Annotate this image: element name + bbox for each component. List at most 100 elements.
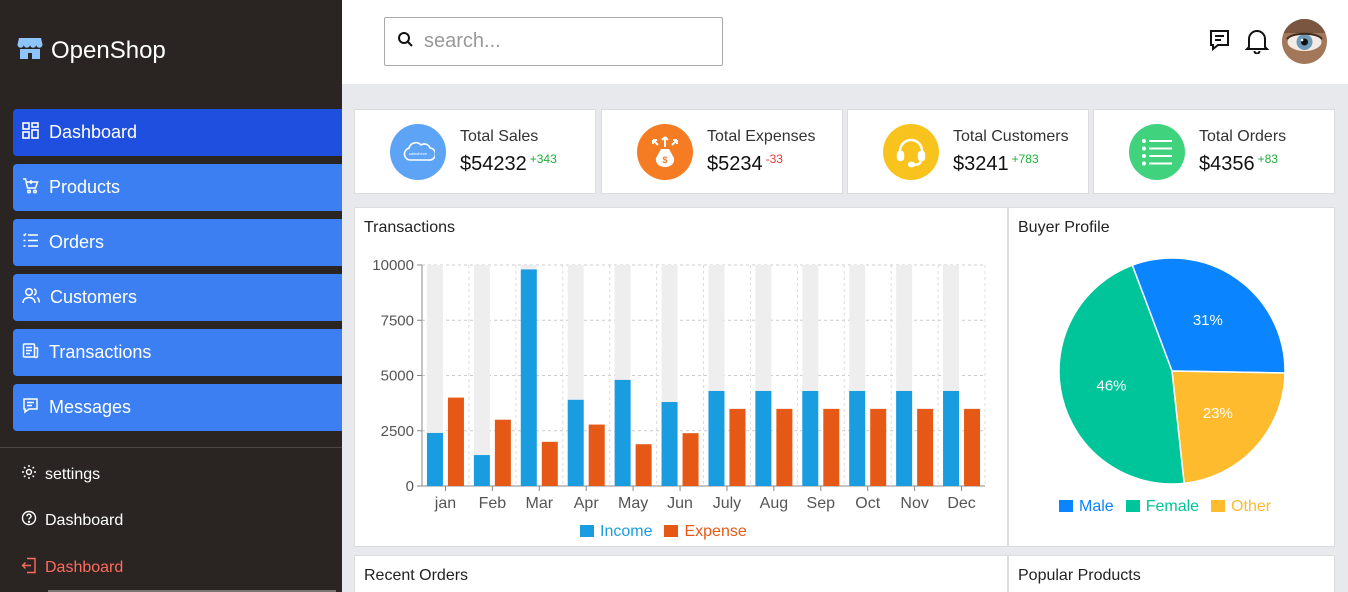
x-tick-label: May: [618, 495, 648, 512]
sidebar-item-messages[interactable]: Messages: [13, 384, 342, 431]
bar-expense: [682, 433, 699, 486]
list-icon: [1129, 124, 1185, 180]
bar-income: [661, 402, 678, 486]
bar-expense: [776, 408, 793, 486]
sidebar-link-logout[interactable]: Dashboard: [21, 557, 123, 579]
sidebar-item-dashboard[interactable]: Dashboard: [13, 109, 342, 156]
search-input[interactable]: [424, 30, 694, 53]
search-icon: [397, 31, 414, 53]
stat-amount: $4356: [1199, 153, 1255, 175]
search-box[interactable]: [384, 17, 723, 66]
sidebar-link-label: Dashboard: [45, 511, 124, 529]
x-tick-label: Sep: [807, 495, 836, 512]
stat-delta: -33: [765, 152, 783, 166]
y-tick-label: 0: [406, 478, 414, 495]
bar-expense: [870, 408, 887, 486]
bar-income: [614, 379, 631, 486]
legend-label: Female: [1145, 498, 1200, 515]
sidebar-nav: Dashboard Products Orders Customers Tran…: [13, 109, 342, 439]
sidebar-scrollbar[interactable]: [48, 590, 336, 592]
brand[interactable]: OpenShop: [17, 36, 166, 65]
money-bag-icon: $: [637, 124, 693, 180]
svg-text:salesforce: salesforce: [409, 151, 428, 156]
sidebar-item-label: Messages: [49, 397, 132, 417]
pie-slice-label: 46%: [1097, 377, 1127, 394]
bar-expense: [823, 408, 840, 486]
bar-income: [755, 390, 772, 486]
sidebar-item-label: Products: [49, 177, 121, 197]
users-icon: [22, 287, 41, 309]
x-tick-label: jan: [434, 495, 456, 512]
legend-item-male[interactable]: Male: [1059, 498, 1114, 516]
bar-expense: [588, 424, 605, 486]
sidebar-item-customers[interactable]: Customers: [13, 274, 342, 321]
bar-income: [849, 390, 866, 486]
buyer-profile-panel: Buyer Profile 31% 23% 46% Male Female Othe…: [1008, 207, 1335, 547]
bar-income: [708, 390, 725, 486]
legend-item-other[interactable]: Other: [1211, 498, 1271, 516]
pie-legend: Male Female Other: [1059, 498, 1271, 516]
salesforce-icon: salesforce: [390, 124, 446, 180]
bar-expense: [494, 419, 511, 486]
stat-card-customers: Total Customers $3241 +783: [847, 109, 1089, 194]
sidebar-link-settings[interactable]: settings: [21, 464, 100, 485]
sidebar-item-products[interactable]: Products: [13, 164, 342, 211]
x-tick-label: Nov: [900, 495, 928, 512]
legend-swatch: [1125, 500, 1140, 512]
legend-label: Expense: [684, 523, 747, 540]
stat-value: $4356 +83: [1199, 152, 1278, 176]
gear-icon: [21, 464, 37, 485]
brand-name: OpenShop: [51, 36, 166, 64]
x-tick-label: Aug: [760, 495, 788, 512]
panel-title: Buyer Profile: [1018, 219, 1110, 236]
bar-background: [473, 265, 490, 486]
sidebar-link-label: settings: [45, 465, 101, 483]
sidebar: OpenShop Dashboard Products Orders Custo…: [0, 0, 342, 592]
stat-label: Total Customers: [953, 128, 1069, 145]
bar-income: [943, 390, 960, 486]
stat-card-sales: salesforce Total Sales $54232 +343: [354, 109, 596, 194]
bar-expense: [964, 408, 981, 486]
sidebar-link-label: Dashboard: [45, 559, 124, 576]
stat-amount: $54232: [460, 153, 527, 175]
sidebar-item-label: Dashboard: [49, 122, 138, 142]
legend-label: Income: [600, 523, 653, 540]
stat-amount: $5234: [707, 153, 763, 175]
sidebar-item-transactions[interactable]: Transactions: [13, 329, 342, 376]
panel-title: Popular Products: [1018, 567, 1141, 584]
y-tick-label: 2500: [381, 423, 414, 440]
transactions-panel: Transactions 0 2500 5000 7500 10000 jan Feb Mar…: [354, 207, 1008, 547]
bell-icon[interactable]: [1244, 28, 1270, 59]
sidebar-item-orders[interactable]: Orders: [13, 219, 342, 266]
legend-item-income[interactable]: Income: [580, 523, 652, 541]
avatar[interactable]: [1282, 19, 1327, 64]
stat-value: $3241 +783: [953, 152, 1039, 176]
legend-item-female[interactable]: Female: [1125, 498, 1200, 516]
bar-income: [426, 432, 443, 486]
message-icon: [22, 397, 39, 419]
buyer-pie-chart: 31% 23% 46%: [1058, 257, 1286, 485]
transactions-chart: 0 2500 5000 7500 10000 jan Feb Mar Apr May Jun July…: [372, 257, 986, 512]
pie-slice-label: 31%: [1193, 312, 1223, 329]
dashboard-icon: [22, 121, 39, 144]
legend-swatch: [1211, 500, 1226, 512]
sidebar-link-help[interactable]: Dashboard: [21, 510, 123, 531]
x-tick-label: Jun: [667, 495, 693, 512]
legend-swatch: [1059, 500, 1073, 512]
bar-expense: [917, 408, 934, 486]
sidebar-divider: [0, 447, 342, 448]
x-tick-label: Apr: [574, 495, 600, 512]
pie-slice-male: [1131, 257, 1286, 374]
bar-income: [896, 390, 913, 486]
pie-slice-other: [1171, 370, 1286, 485]
legend-item-expense[interactable]: Expense: [664, 523, 747, 541]
pie-slice-female: [1058, 264, 1185, 485]
stat-delta: +83: [1257, 152, 1278, 166]
headset-icon: [883, 124, 939, 180]
bar-expense: [729, 408, 746, 486]
x-tick-label: Feb: [479, 495, 507, 512]
chat-icon[interactable]: [1209, 29, 1230, 56]
sidebar-item-label: Customers: [50, 287, 138, 307]
stat-label: Total Orders: [1199, 128, 1287, 145]
legend-label: Male: [1079, 498, 1114, 515]
